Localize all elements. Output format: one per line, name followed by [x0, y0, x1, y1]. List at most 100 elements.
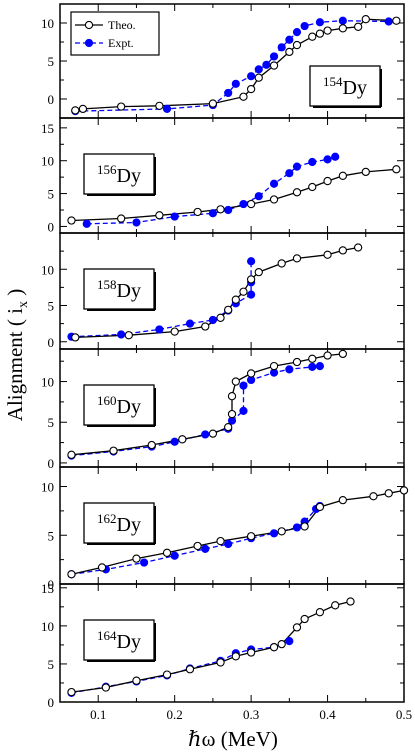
- nucleus-label-box: [83, 268, 155, 310]
- point-theo: [124, 331, 133, 340]
- point-expt: [239, 381, 248, 390]
- point-expt: [170, 437, 179, 446]
- point-expt: [254, 65, 263, 74]
- point-theo: [246, 84, 256, 94]
- y-tick-label: 0: [48, 219, 55, 234]
- nucleus-mass-number: 156: [97, 162, 117, 177]
- legend-label-expt: Expt.: [108, 36, 134, 50]
- nucleus-mass-number: 162: [97, 511, 117, 526]
- point-theo: [292, 623, 302, 632]
- point-theo: [254, 267, 263, 277]
- legend-box: [70, 11, 160, 56]
- panel-162Dy: 0 5 10 162Dy: [41, 466, 409, 592]
- y-tick-label: 15: [41, 581, 54, 596]
- legend-marker-theo: [84, 20, 94, 30]
- x-axis-tick-labels: 0.1 0.2 0.3 0.4 0.5: [90, 707, 412, 722]
- point-expt: [285, 169, 294, 178]
- point-theo: [101, 683, 111, 692]
- point-theo: [78, 104, 88, 114]
- point-expt: [331, 152, 340, 161]
- point-theo: [392, 16, 401, 25]
- point-theo: [300, 522, 309, 531]
- point-theo: [178, 435, 187, 444]
- point-theo: [147, 440, 156, 450]
- point-theo: [323, 351, 332, 360]
- x-tick-label: 0.3: [243, 707, 259, 722]
- point-expt: [338, 16, 347, 25]
- point-expt: [292, 162, 302, 171]
- point-theo: [109, 446, 118, 455]
- nucleus-mass-number: 154: [323, 74, 343, 89]
- point-theo: [308, 182, 317, 192]
- nucleus-label: 154Dy: [323, 74, 367, 99]
- point-theo: [269, 195, 279, 204]
- y-tick-label: 10: [41, 480, 54, 495]
- point-theo: [277, 259, 286, 268]
- point-theo: [269, 61, 279, 70]
- point-theo: [224, 305, 233, 314]
- point-theo: [361, 15, 370, 24]
- point-theo: [338, 24, 347, 33]
- point-theo: [315, 608, 325, 617]
- point-theo: [162, 548, 172, 557]
- point-theo: [292, 254, 302, 263]
- nucleus-symbol: Dy: [117, 165, 141, 187]
- y-tick-label: 10: [41, 154, 54, 169]
- y-tick-label: 5: [48, 299, 55, 314]
- point-expt: [277, 43, 286, 52]
- x-axis-title: ℏω (MeV): [188, 727, 278, 751]
- y-tick-label: 10: [41, 619, 54, 634]
- legend-label-theo: Theo.: [108, 18, 136, 32]
- point-expt: [224, 205, 233, 215]
- point-expt: [224, 539, 233, 549]
- point-theo: [208, 429, 218, 438]
- point-expt: [323, 155, 332, 164]
- nucleus-symbol: Dy: [343, 77, 367, 99]
- panels-layer: 0510154DyTheo.Expt.051015156Dy0510158Dy0…: [41, 3, 409, 710]
- point-theo: [97, 563, 107, 572]
- point-theo: [162, 670, 172, 679]
- point-expt: [308, 157, 317, 167]
- y-axis-title-sub: x: [16, 301, 31, 308]
- point-expt: [208, 315, 217, 325]
- nucleus-mass-number: 158: [97, 277, 117, 292]
- nucleus-label: 158Dy: [97, 277, 141, 302]
- point-expt: [285, 35, 294, 44]
- point-theo: [315, 502, 325, 512]
- point-theo: [353, 22, 363, 31]
- point-theo: [353, 243, 363, 252]
- point-theo: [67, 570, 76, 579]
- point-expt: [132, 218, 141, 227]
- y-tick-label: 0: [48, 695, 55, 710]
- series-line-theo: [71, 489, 405, 575]
- point-expt: [269, 179, 279, 188]
- point-theo: [193, 541, 202, 551]
- nucleus-label-box: [83, 153, 155, 195]
- point-theo: [277, 639, 286, 649]
- point-theo: [323, 250, 332, 259]
- legend: Theo. Expt.: [70, 11, 160, 56]
- point-theo: [331, 601, 340, 610]
- point-theo: [292, 357, 302, 367]
- point-theo: [193, 207, 202, 217]
- point-theo: [216, 313, 225, 322]
- y-tick-label: 5: [48, 415, 55, 430]
- point-theo: [227, 409, 237, 419]
- point-expt: [269, 529, 279, 538]
- point-expt: [239, 406, 248, 415]
- y-tick-label: 10: [41, 262, 54, 277]
- point-expt: [231, 79, 240, 88]
- point-theo: [246, 369, 256, 378]
- point-theo: [277, 527, 286, 536]
- point-theo: [399, 486, 409, 495]
- series-line-expt: [75, 20, 389, 112]
- panel-158Dy: 0 5 10 158Dy: [41, 232, 405, 350]
- point-theo: [216, 205, 225, 214]
- point-theo: [269, 643, 279, 652]
- y-tick-label: 5: [48, 528, 55, 543]
- point-theo: [361, 167, 370, 177]
- series-line-expt: [71, 261, 252, 338]
- point-theo: [300, 614, 309, 624]
- point-theo: [346, 597, 355, 606]
